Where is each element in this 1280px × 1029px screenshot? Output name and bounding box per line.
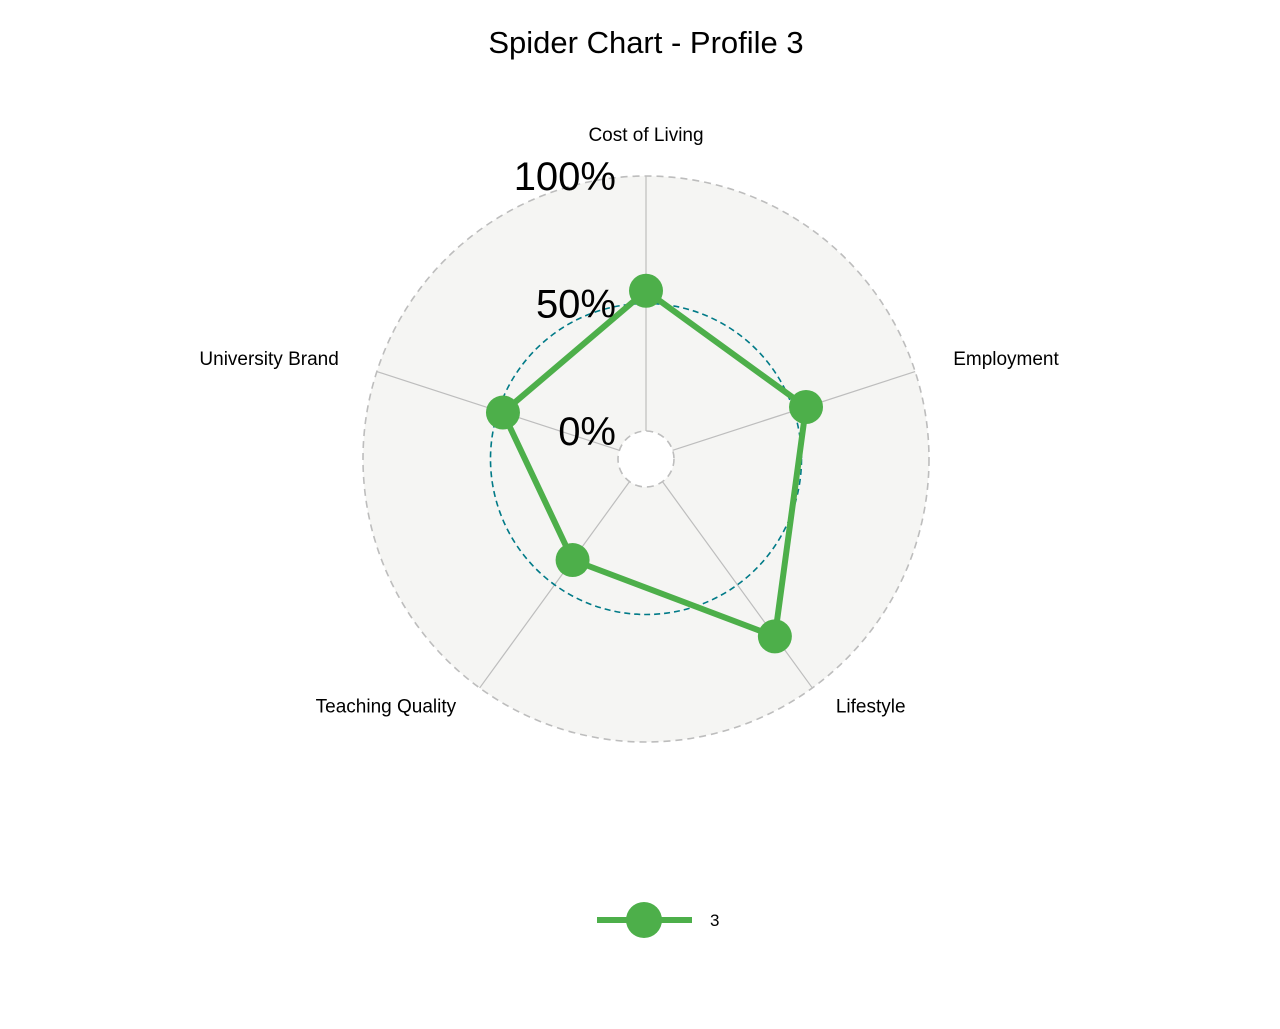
legend-marker-1 — [626, 902, 662, 938]
grid-label-2: 50% — [536, 283, 616, 327]
series-line-1 — [500, 287, 809, 640]
axis-line-3 — [661, 481, 813, 689]
radar-axis-labels: Cost of Living Employment Lifestyle Teachin… — [199, 125, 1059, 717]
panel-background — [363, 176, 929, 742]
data-point-1 — [629, 273, 663, 308]
legend-label-1: 3 — [710, 911, 719, 930]
radar-grid-labels: 0% 50% 100% — [514, 155, 616, 454]
data-point-3 — [757, 619, 792, 654]
radar-panel — [363, 176, 929, 742]
grid-label-3: 100% — [514, 155, 616, 199]
radar-axes — [376, 176, 916, 689]
grid-circle-3 — [362, 175, 930, 743]
chart-title: Spider Chart - Profile 3 — [488, 25, 803, 60]
legend: 3 — [597, 902, 719, 938]
axis-label-1: Cost of Living — [588, 125, 703, 146]
grid-label-1: 0% — [558, 410, 616, 454]
data-point-2 — [789, 390, 824, 425]
radar-series — [485, 273, 824, 654]
grid-circle-1 — [617, 430, 675, 488]
axis-label-4: Teaching Quality — [316, 696, 457, 717]
axis-label-2: Employment — [953, 349, 1059, 370]
axis-label-5: University Brand — [199, 349, 338, 370]
axis-label-3: Lifestyle — [836, 696, 906, 717]
data-point-4 — [555, 543, 590, 578]
data-point-5 — [485, 395, 520, 430]
